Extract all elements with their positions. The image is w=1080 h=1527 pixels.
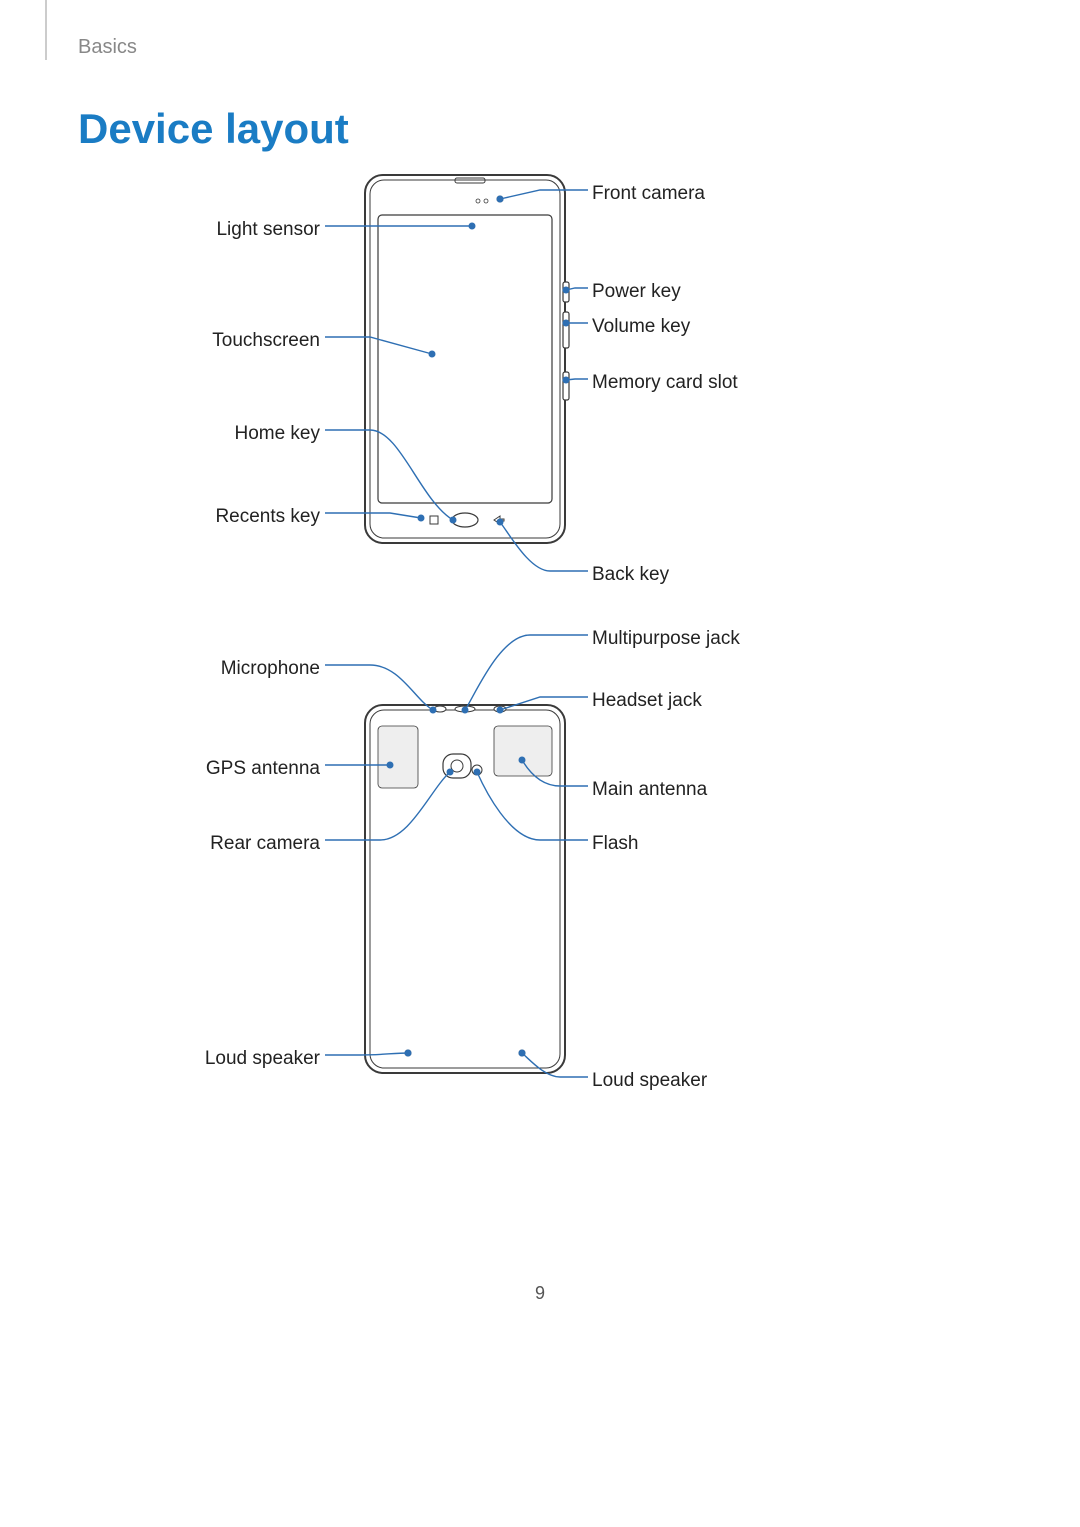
label-memory_card: Memory card slot (592, 372, 738, 394)
label-volume_key: Volume key (592, 316, 690, 338)
label-back_key: Back key (592, 564, 669, 586)
label-loud_speaker_l: Loud speaker (205, 1048, 320, 1070)
label-multipurpose: Multipurpose jack (592, 628, 740, 650)
label-rear_camera: Rear camera (210, 833, 320, 855)
label-microphone: Microphone (221, 658, 320, 680)
page-number: 9 (0, 1283, 1080, 1304)
label-light_sensor: Light sensor (216, 219, 320, 241)
label-flash: Flash (592, 833, 638, 855)
label-gps_antenna: GPS antenna (206, 758, 320, 780)
label-main_antenna: Main antenna (592, 779, 707, 801)
page: Basics Device layout Light sensorTouchsc… (0, 0, 1080, 1527)
label-recents_key: Recents key (215, 506, 320, 528)
label-touchscreen: Touchscreen (212, 330, 320, 352)
label-home_key: Home key (234, 423, 320, 445)
label-headset_jack: Headset jack (592, 690, 702, 712)
label-power_key: Power key (592, 281, 681, 303)
label-loud_speaker_r: Loud speaker (592, 1070, 707, 1092)
label-front_camera: Front camera (592, 183, 705, 205)
